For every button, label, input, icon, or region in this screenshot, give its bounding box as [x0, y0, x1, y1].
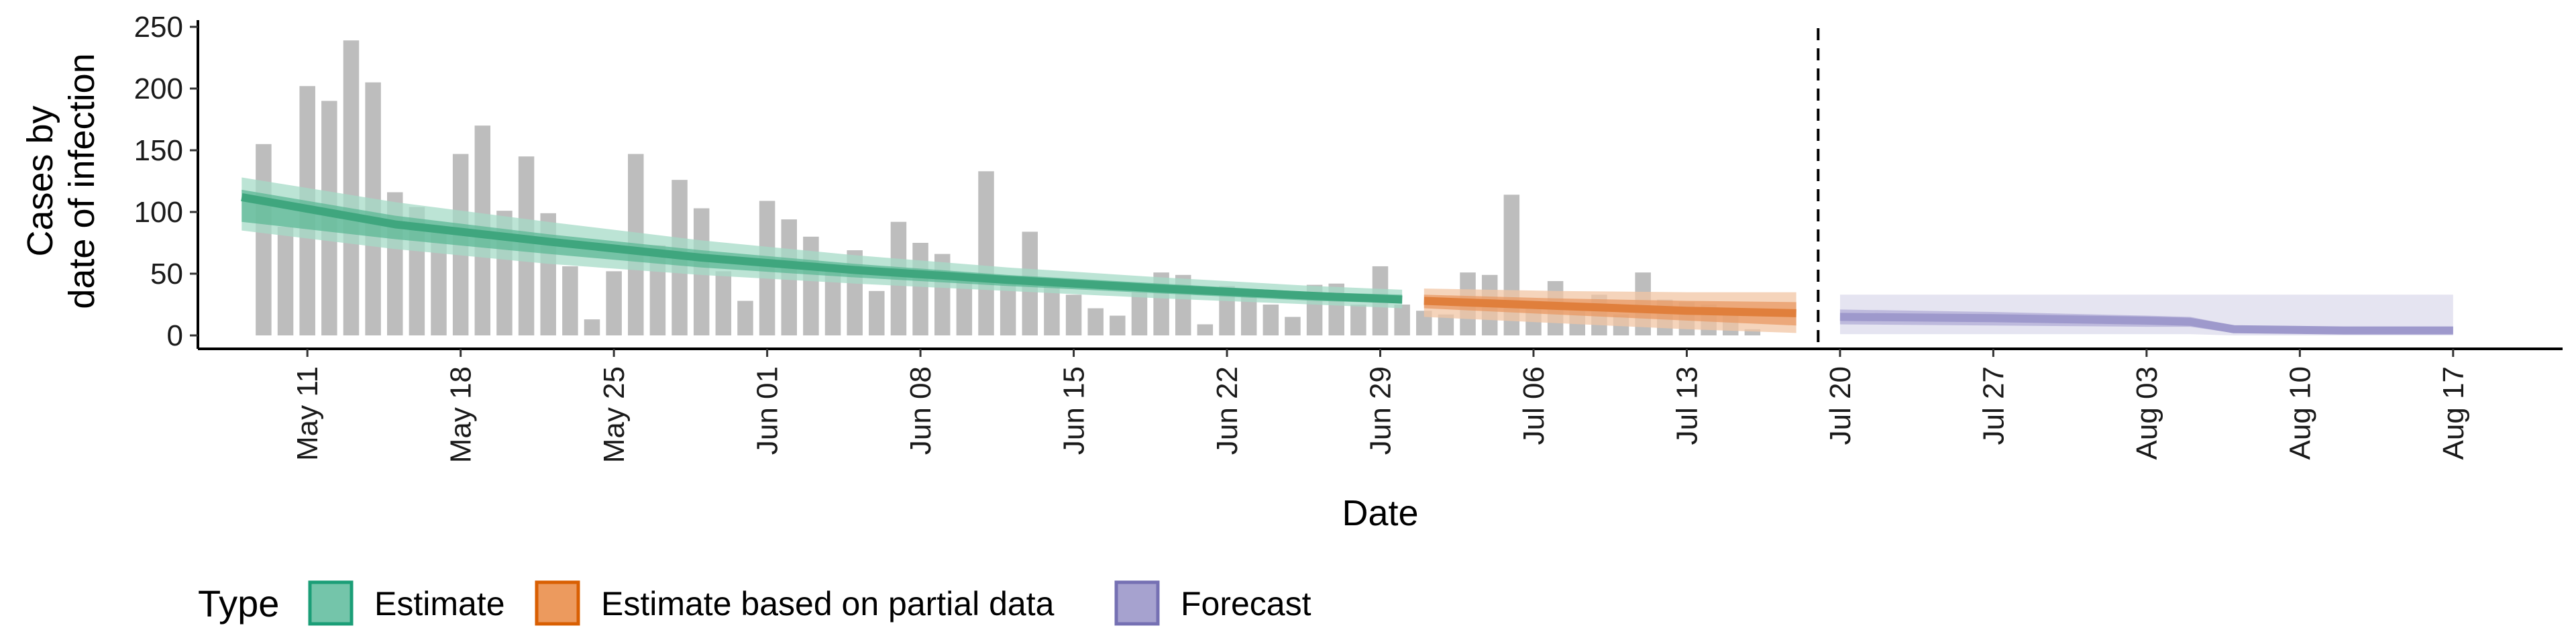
x-tick-label: Jul 06: [1517, 366, 1550, 445]
x-axis-title: Date: [1342, 493, 1418, 533]
y-axis-title-line: date of infection: [62, 53, 102, 309]
case-bar: [343, 40, 360, 336]
case-bar: [1438, 314, 1454, 335]
legend-title: Type: [198, 582, 279, 625]
legend-label: Estimate: [374, 585, 505, 623]
legend-label: Estimate based on partial data: [601, 585, 1055, 623]
case-bar: [956, 274, 973, 335]
case-bar: [1197, 324, 1214, 335]
case-bar: [1110, 315, 1126, 335]
case-bar: [869, 290, 885, 335]
x-tick-label: Aug 17: [2437, 366, 2470, 460]
case-bar: [1285, 317, 1301, 335]
case-bar: [584, 319, 600, 335]
y-tick-label: 150: [134, 134, 183, 167]
y-axis-title: Cases bydate of infection: [20, 53, 102, 309]
median-line: [1839, 313, 2453, 335]
case-bar: [978, 171, 994, 335]
case-bar: [277, 227, 294, 335]
case-bar: [256, 144, 272, 336]
case-bar: [824, 266, 841, 335]
x-tick-label: Jun 22: [1211, 366, 1244, 455]
legend-key: [308, 580, 354, 626]
case-bar: [1044, 286, 1060, 335]
median-line: [241, 193, 1403, 304]
x-tick-label: May 18: [445, 366, 478, 463]
legend-key: [535, 580, 580, 626]
case-bar: [737, 301, 753, 335]
x-tick-label: Jun 29: [1364, 366, 1397, 455]
x-tick-label: May 11: [291, 366, 324, 461]
median-line: [1424, 297, 1796, 317]
x-tick-label: Aug 10: [2284, 366, 2316, 460]
y-tick-label: 250: [134, 11, 183, 44]
x-tick-label: Aug 03: [2131, 366, 2163, 460]
legend-key: [1114, 580, 1160, 626]
case-bar: [1131, 292, 1148, 335]
legend-label: Forecast: [1181, 585, 1311, 623]
x-tick-label: Jul 27: [1977, 366, 2010, 445]
case-bar: [1744, 329, 1761, 335]
case-bar: [1065, 294, 1082, 335]
band-90-1b9e77: [241, 177, 1403, 309]
x-tick-label: Jun 15: [1058, 366, 1091, 455]
y-tick-label: 200: [134, 72, 183, 105]
y-tick-label: 0: [167, 319, 183, 352]
legend: Type Estimate Estimate based on partial d…: [198, 580, 1311, 626]
x-tick-label: Jul 13: [1670, 366, 1703, 445]
case-bar: [431, 233, 447, 335]
x-tick-label: Jun 08: [904, 366, 937, 455]
x-tick-label: Jul 20: [1824, 366, 1857, 445]
case-bar: [1394, 305, 1410, 335]
axes-layer: 0 50 100 150 200 250 May 11 May 18 May 25 Jun 01 J…: [20, 11, 2563, 533]
case-bar: [1087, 308, 1104, 335]
case-bar: [1240, 296, 1257, 335]
case-bar: [562, 266, 578, 335]
case-bar: [1263, 305, 1279, 335]
case-bar: [606, 271, 622, 335]
case-bar: [912, 243, 928, 335]
case-bar: [715, 271, 732, 335]
y-tick-label: 50: [150, 258, 183, 290]
x-tick-label: Jun 01: [751, 366, 784, 455]
x-tick-label: May 25: [598, 366, 631, 463]
y-axis-title-line: Cases by: [20, 105, 60, 256]
case-bar: [1350, 305, 1366, 335]
y-tick-label: 100: [134, 196, 183, 229]
bands-layer: [241, 177, 2453, 335]
